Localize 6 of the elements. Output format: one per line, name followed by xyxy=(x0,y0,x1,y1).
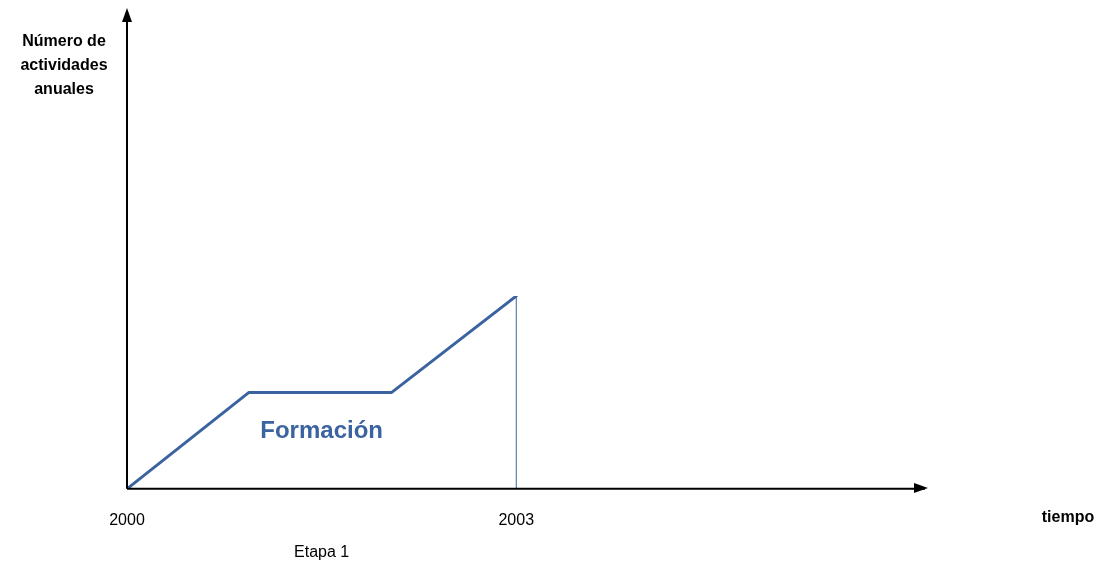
text: tiempo xyxy=(1041,508,1095,526)
text: Número de actividades anuales xyxy=(20,32,108,98)
x-tick-label: 2003 xyxy=(498,510,535,528)
x-tick-label: 2000 xyxy=(109,510,145,528)
text: Etapa 1 xyxy=(294,543,350,561)
series-label: Formación xyxy=(260,415,383,443)
